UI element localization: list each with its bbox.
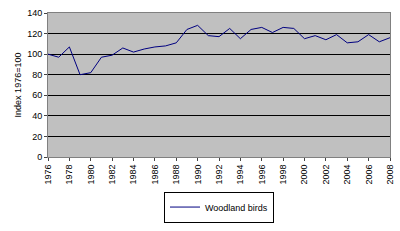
- svg-text:1988: 1988: [171, 165, 181, 185]
- svg-text:2000: 2000: [299, 165, 309, 185]
- svg-text:2002: 2002: [321, 165, 331, 185]
- svg-text:120: 120: [27, 29, 42, 39]
- svg-text:1990: 1990: [193, 165, 203, 185]
- svg-text:1984: 1984: [128, 165, 138, 185]
- svg-text:0: 0: [37, 152, 42, 162]
- svg-text:Index 1976=100: Index 1976=100: [13, 53, 23, 118]
- svg-text:1998: 1998: [278, 165, 288, 185]
- svg-text:1992: 1992: [214, 165, 224, 185]
- svg-text:140: 140: [27, 8, 42, 18]
- svg-text:2004: 2004: [342, 165, 352, 185]
- svg-text:20: 20: [32, 132, 42, 142]
- svg-text:1976: 1976: [43, 165, 53, 185]
- svg-text:1978: 1978: [64, 165, 74, 185]
- svg-text:1982: 1982: [107, 165, 117, 185]
- svg-text:2006: 2006: [364, 165, 374, 185]
- svg-text:Woodland birds: Woodland birds: [205, 203, 268, 213]
- svg-text:1986: 1986: [150, 165, 160, 185]
- svg-text:40: 40: [32, 111, 42, 121]
- svg-text:1996: 1996: [257, 165, 267, 185]
- svg-text:80: 80: [32, 70, 42, 80]
- svg-text:2008: 2008: [385, 165, 395, 185]
- svg-text:1980: 1980: [86, 165, 96, 185]
- svg-text:100: 100: [27, 49, 42, 59]
- svg-text:1994: 1994: [235, 165, 245, 185]
- svg-text:60: 60: [32, 90, 42, 100]
